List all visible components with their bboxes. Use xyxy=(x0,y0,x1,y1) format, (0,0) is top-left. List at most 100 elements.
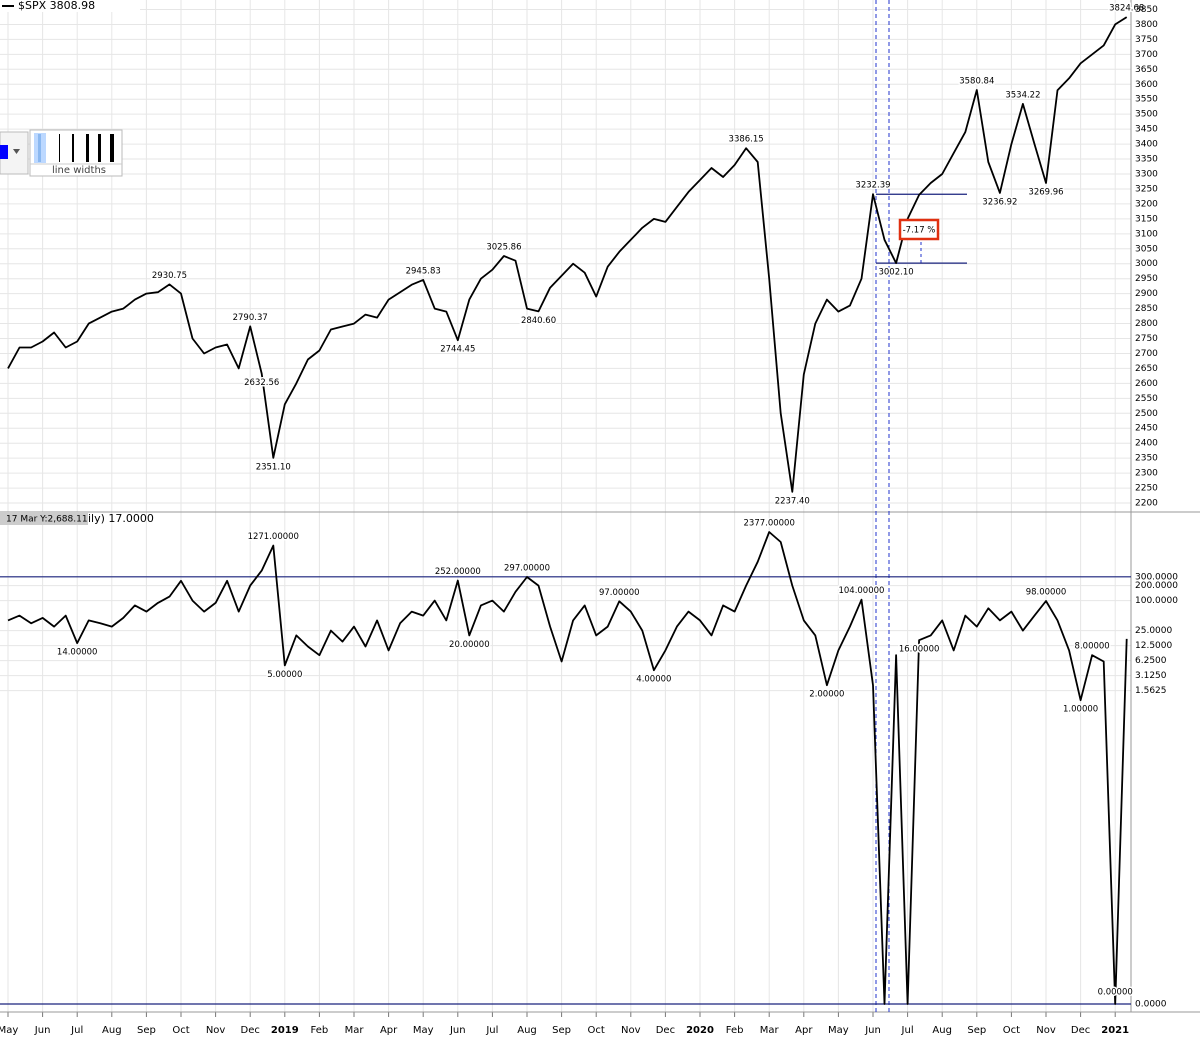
color-swatch xyxy=(0,145,8,159)
x-tick-label: Dec xyxy=(656,1025,675,1036)
y-tick-label: 2600 xyxy=(1135,379,1158,389)
y-tick-label: 6.2500 xyxy=(1135,656,1167,666)
x-tick-label: Aug xyxy=(102,1025,122,1036)
dropdown-arrow xyxy=(13,149,20,154)
line-width-option xyxy=(38,134,41,162)
y-tick-label: 3000 xyxy=(1135,259,1158,269)
line-width-option xyxy=(98,134,101,162)
x-tick-label: Dec xyxy=(1071,1025,1090,1036)
x-tick-label: Oct xyxy=(588,1025,605,1036)
data-label: 98.00000 xyxy=(1026,588,1067,598)
y-tick-label: 3850 xyxy=(1135,5,1158,15)
y-tick-label: 12.5000 xyxy=(1135,641,1172,651)
y-tick-label: 2500 xyxy=(1135,409,1158,419)
y-tick-label: 3200 xyxy=(1135,199,1158,209)
data-label: 2840.60 xyxy=(521,316,556,326)
y-tick-label: 2550 xyxy=(1135,394,1158,404)
y-tick-label: 2350 xyxy=(1135,454,1158,464)
data-label: 3002.10 xyxy=(878,268,913,278)
x-tick-label: Aug xyxy=(932,1025,952,1036)
y-tick-label: 3350 xyxy=(1135,155,1158,165)
y-tick-label: 2700 xyxy=(1135,349,1158,359)
y-tick-label: 2800 xyxy=(1135,319,1158,329)
y-tick-label: 2850 xyxy=(1135,304,1158,314)
x-tick-label: Mar xyxy=(760,1025,780,1036)
data-label: 2351.10 xyxy=(256,462,291,472)
data-label: 20.00000 xyxy=(449,640,490,650)
data-label: 2632.56 xyxy=(244,378,279,388)
y-tick-label: 2750 xyxy=(1135,334,1158,344)
y-tick-label: 3600 xyxy=(1135,80,1158,90)
x-tick-label: Sep xyxy=(967,1025,986,1036)
y-tick-label: 3050 xyxy=(1135,244,1158,254)
y-tick-label: 2950 xyxy=(1135,274,1158,284)
data-label: 2744.45 xyxy=(440,345,475,355)
x-tick-label: Nov xyxy=(1036,1025,1056,1036)
x-tick-label: Jul xyxy=(901,1025,914,1036)
y-tick-label: 3650 xyxy=(1135,65,1158,75)
x-tick-label: May xyxy=(413,1025,434,1036)
data-label: 3580.84 xyxy=(959,76,994,86)
line-width-option xyxy=(59,134,60,162)
x-tick-label: Jul xyxy=(485,1025,498,1036)
data-label: 2377.00000 xyxy=(744,519,795,529)
data-label: 14.00000 xyxy=(57,648,98,658)
x-tick-label: 2019 xyxy=(271,1025,299,1036)
change-annotation: -7.17 % xyxy=(903,226,936,236)
data-label: 104.00000 xyxy=(838,586,884,596)
header-bg xyxy=(0,0,140,12)
x-tick-label: May xyxy=(828,1025,849,1036)
x-tick-label: Sep xyxy=(552,1025,571,1036)
data-label: 2945.83 xyxy=(406,266,441,276)
y-tick-label: 3100 xyxy=(1135,229,1158,239)
x-tick-label: Jun xyxy=(34,1025,51,1036)
y-tick-label: 2250 xyxy=(1135,484,1158,494)
y-tick-label: 3300 xyxy=(1135,170,1158,180)
y-tick-label: 1.5625 xyxy=(1135,686,1167,696)
data-label: 2.00000 xyxy=(809,690,844,700)
data-label: 252.00000 xyxy=(435,567,481,577)
x-tick-label: Sep xyxy=(137,1025,156,1036)
y-tick-label: 2200 xyxy=(1135,499,1158,509)
y-tick-label: 2300 xyxy=(1135,469,1158,479)
data-label: 3386.15 xyxy=(729,135,764,145)
y-tick-label: 100.0000 xyxy=(1135,596,1178,606)
x-tick-label: Oct xyxy=(172,1025,189,1036)
price-line xyxy=(7,531,1128,1005)
y-tick-label: 3550 xyxy=(1135,95,1158,105)
y-tick-label: 3.1250 xyxy=(1135,671,1167,681)
y-tick-label: 3250 xyxy=(1135,184,1158,194)
data-label: 3534.22 xyxy=(1005,90,1040,100)
y-tick-label: 3500 xyxy=(1135,110,1158,120)
x-tick-label: Mar xyxy=(345,1025,365,1036)
data-label: 5.00000 xyxy=(267,670,302,680)
x-tick-label: Aug xyxy=(517,1025,537,1036)
data-label: 2930.75 xyxy=(152,271,187,281)
x-tick-label: Jul xyxy=(70,1025,83,1036)
data-label: 16.00000 xyxy=(899,645,940,655)
x-tick-label: Nov xyxy=(206,1025,226,1036)
data-label: 97.00000 xyxy=(599,588,640,598)
plot: 2930.75 2790.37 2632.56 2351.10 2945.83 2744.… xyxy=(0,2,1146,1005)
data-label: 297.00000 xyxy=(504,564,550,574)
data-label: 2237.40 xyxy=(775,496,810,506)
y-tick-label: 3150 xyxy=(1135,214,1158,224)
y-tick-label: 2400 xyxy=(1135,439,1158,449)
grid xyxy=(0,0,1131,1017)
panel-title: ily) 17.0000 xyxy=(88,512,154,525)
data-label: 3025.86 xyxy=(486,242,521,252)
x-tick-label: Apr xyxy=(380,1025,398,1036)
y-tick-label: 2900 xyxy=(1135,289,1158,299)
y-tick-label: 3800 xyxy=(1135,20,1158,30)
y-tick-label: 2450 xyxy=(1135,424,1158,434)
data-label: 8.00000 xyxy=(1075,642,1110,652)
data-label: 1271.00000 xyxy=(248,532,299,542)
price-line xyxy=(7,16,1128,493)
data-label: 3824.68 xyxy=(1109,4,1144,14)
y-tick-label: 300.0000 xyxy=(1135,572,1178,582)
data-label: 4.00000 xyxy=(636,675,671,685)
line-widths-label: line widths xyxy=(52,165,106,176)
x-tick-label: Jun xyxy=(864,1025,881,1036)
